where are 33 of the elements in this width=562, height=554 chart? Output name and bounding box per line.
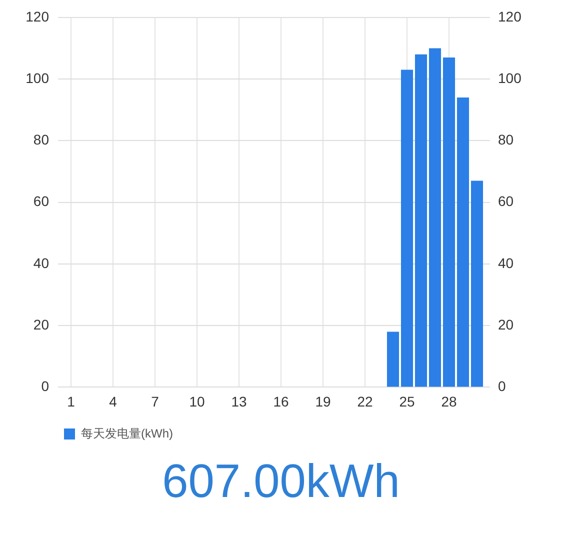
bar [442, 57, 456, 387]
bar [414, 54, 428, 387]
x-tick-label: 19 [315, 393, 331, 410]
y2-tick-label: 120 [498, 8, 522, 24]
x-tick-label: 7 [151, 393, 160, 410]
y-tick-label: 40 [33, 254, 50, 271]
x-tick-label: 4 [109, 393, 118, 410]
text: 607.00kWh [162, 453, 400, 509]
y2-tick-label: 0 [498, 378, 506, 394]
x-tick-label: 22 [357, 393, 373, 410]
bar [386, 332, 400, 387]
y-tick-label: 20 [33, 316, 50, 332]
bar [470, 180, 484, 387]
bar [400, 70, 414, 387]
y2-tick-label: 100 [498, 70, 522, 86]
bar [456, 98, 470, 387]
y2-tick-label: 60 [498, 193, 514, 210]
y-tick-label: 120 [26, 8, 50, 24]
y-tick-label: 100 [26, 70, 50, 86]
y2-tick-label: 40 [498, 254, 514, 271]
y-tick-label: 60 [33, 193, 50, 210]
x-tick-label: 25 [399, 393, 415, 410]
x-tick-label: 1 [67, 393, 76, 410]
legend-label: 每天发电量(kWh) [81, 426, 173, 440]
x-tick-label: 16 [273, 393, 289, 410]
y-tick-label: 80 [33, 132, 50, 148]
y2-tick-label: 80 [498, 132, 514, 148]
x-tick-label: 13 [231, 393, 247, 410]
y-tick-label: 0 [41, 378, 50, 394]
x-tick-label: 10 [189, 393, 205, 410]
x-tick-label: 28 [441, 393, 457, 410]
bar [428, 48, 442, 387]
y2-tick-label: 20 [498, 316, 514, 332]
